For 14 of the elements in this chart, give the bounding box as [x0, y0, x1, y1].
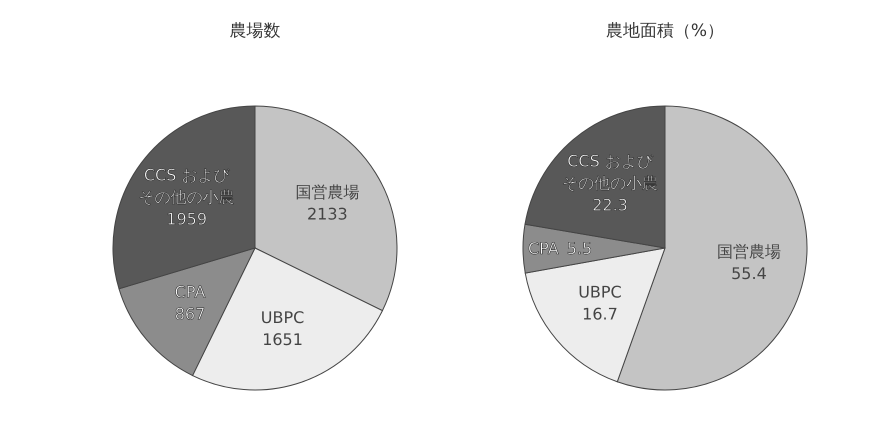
slice-label: 国営農場	[716, 242, 781, 262]
data-label: 1959	[166, 210, 208, 229]
slice-label: CPA	[528, 238, 559, 258]
slice-label: UBPC	[260, 308, 304, 328]
data-label: 55.4	[731, 264, 767, 284]
data-label: 2133	[306, 204, 348, 224]
slice-label: 国営農場	[295, 182, 360, 202]
data-label: 22.3	[592, 195, 628, 214]
data-label: 867	[174, 304, 206, 324]
chart-title: 農場数	[230, 21, 280, 41]
slice-label: UBPC	[578, 282, 622, 302]
data-label: 1651	[262, 330, 303, 350]
chart-title: 農地面積（%）	[606, 21, 724, 41]
data-label: 16.7	[582, 304, 618, 324]
